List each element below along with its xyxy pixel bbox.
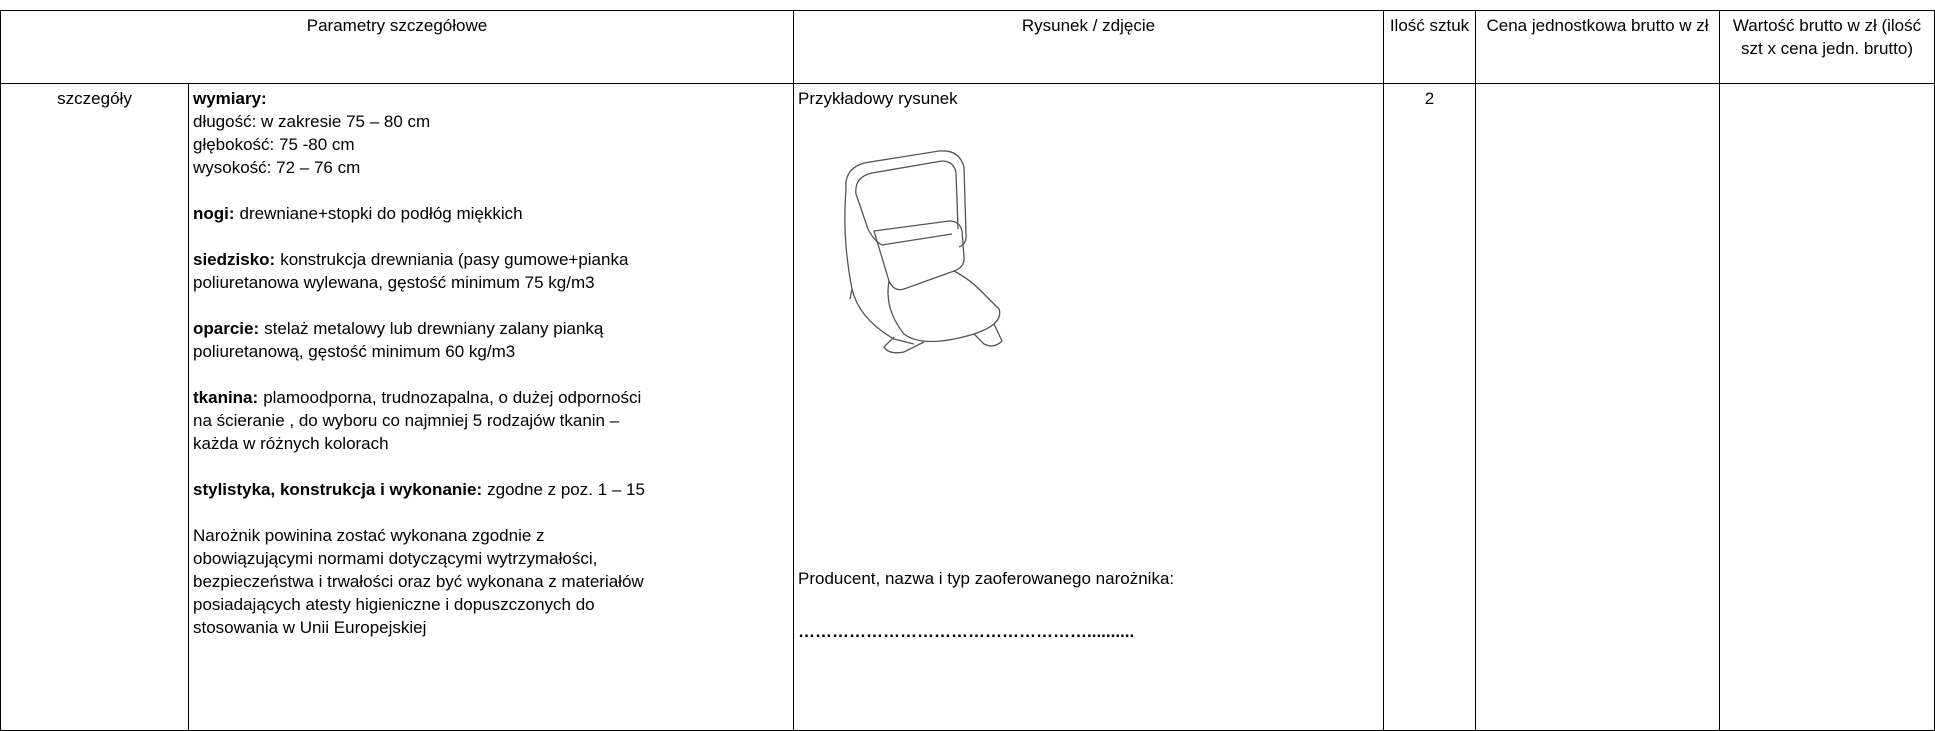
spec-text: drewniane+stopki do podłóg miękkich [239, 204, 523, 223]
header-cell: Ilość sztuk [1383, 10, 1476, 84]
spec-text: wysokość: 72 – 76 cm [193, 158, 361, 177]
spec-block: wymiary: długość: w zakresie 75 – 80 cm gł… [193, 87, 789, 179]
spec-block: Narożnik powinina zostać wykonana zgodni… [193, 524, 789, 639]
picture-caption: Przykładowy rysunek [798, 89, 958, 108]
spec-line: stylistyka, konstrukcja i wykonanie: zgod… [193, 478, 789, 501]
spec-line: każda w różnych kolorach [193, 432, 789, 455]
spec-table: Parametry szczegółowe Rysunek / zdjęcie … [0, 10, 1935, 731]
header-row: Parametry szczegółowe Rysunek / zdjęcie … [0, 10, 1935, 84]
row-label: szczegóły [0, 83, 189, 731]
value-cell [1719, 83, 1935, 731]
spec-line: tkanina: plamoodporna, trudnozapalna, o d… [193, 386, 789, 409]
spec-block: stylistyka, konstrukcja i wykonanie: zgod… [193, 478, 789, 501]
spec-line: Narożnik powinina zostać wykonana zgodni… [193, 524, 789, 547]
spec-label: tkanina: [193, 388, 259, 407]
spec-line: długość: w zakresie 75 – 80 cm [193, 110, 789, 133]
header-cell: Cena jednostkowa brutto w zł [1475, 10, 1720, 84]
spec-line: posiadających atesty higieniczne i dopus… [193, 593, 789, 616]
page: Parametry szczegółowe Rysunek / zdjęcie … [0, 10, 1935, 731]
spec-text: poliuretanową, gęstość minimum 60 kg/m3 [193, 342, 516, 361]
picture-cell: Przykładowy rysunek Producent, nazwa i t… [793, 83, 1384, 731]
spec-block: oparcie: stelaż metalowy lub drewniany za… [193, 317, 789, 363]
spec-text: długość: w zakresie 75 – 80 cm [193, 112, 431, 131]
spec-line: nogi: drewniane+stopki do podłóg miękkich [193, 202, 789, 225]
spec-text: poliuretanowa wylewana, gęstość minimum … [193, 273, 595, 292]
spec-text: posiadających atesty higieniczne i dopus… [193, 595, 595, 614]
spec-text: konstrukcja drewniania (pasy gumowe+pian… [280, 250, 629, 269]
spec-text: plamoodporna, trudnozapalna, o dużej odp… [263, 388, 642, 407]
spec-line: wysokość: 72 – 76 cm [193, 156, 789, 179]
spec-line: poliuretanowa wylewana, gęstość minimum … [193, 271, 789, 294]
header-cell: Parametry szczegółowe [0, 10, 794, 84]
spec-text: stosowania w Unii Europejskiej [193, 618, 427, 637]
spec-text: obowiązującymi normami dotyczącymi wytrz… [193, 549, 598, 568]
spec-text: głębokość: 75 -80 cm [193, 135, 355, 154]
spec-line: oparcie: stelaż metalowy lub drewniany za… [193, 317, 789, 340]
spec-label: stylistyka, konstrukcja i wykonanie: [193, 480, 483, 499]
spec-line: stosowania w Unii Europejskiej [193, 616, 789, 639]
spec-label: wymiary: [193, 89, 267, 108]
spec-text: stelaż metalowy lub drewniany zalany pia… [264, 319, 604, 338]
spec-line: obowiązującymi normami dotyczącymi wytrz… [193, 547, 789, 570]
spec-line: siedzisko: konstrukcja drewniania (pasy g… [193, 248, 789, 271]
spec-line: na ścieranie , do wyboru co najmniej 5 r… [193, 409, 789, 432]
spec-text: bezpieczeństwa i trwałości oraz być wyko… [193, 572, 644, 591]
spec-text: na ścieranie , do wyboru co najmniej 5 r… [193, 411, 620, 430]
spec-text: Narożnik powinina zostać wykonana zgodni… [193, 526, 545, 545]
spec-label: nogi: [193, 204, 235, 223]
spec-block: nogi: drewniane+stopki do podłóg miękkich [193, 202, 789, 225]
body-row: szczegóły wymiary: długość: w zakresie 75… [0, 83, 1935, 731]
spec-line: poliuretanową, gęstość minimum 60 kg/m3 [193, 340, 789, 363]
spec-label: siedzisko: [193, 250, 276, 269]
quantity: 2 [1383, 83, 1476, 731]
spec-text: każda w różnych kolorach [193, 434, 389, 453]
spec-text: zgodne z poz. 1 – 15 [487, 480, 645, 499]
producer-label: Producent, nazwa i typ zaoferowanego nar… [798, 569, 1175, 588]
spec-line: głębokość: 75 -80 cm [193, 133, 789, 156]
header-cell: Rysunek / zdjęcie [793, 10, 1384, 84]
spec-block: tkanina: plamoodporna, trudnozapalna, o d… [193, 386, 789, 455]
header-cell: Wartość brutto w zł (ilość szt x cena je… [1719, 10, 1935, 84]
producer-blank: …………………………………………….......... [798, 622, 1135, 641]
chair-drawing [844, 150, 1003, 354]
spec-cell: wymiary: długość: w zakresie 75 – 80 cm gł… [188, 83, 794, 731]
spec-line: wymiary: [193, 87, 789, 110]
spec-line: bezpieczeństwa i trwałości oraz być wyko… [193, 570, 789, 593]
price-cell [1475, 83, 1720, 731]
spec-block: siedzisko: konstrukcja drewniania (pasy g… [193, 248, 789, 294]
spec-label: oparcie: [193, 319, 260, 338]
